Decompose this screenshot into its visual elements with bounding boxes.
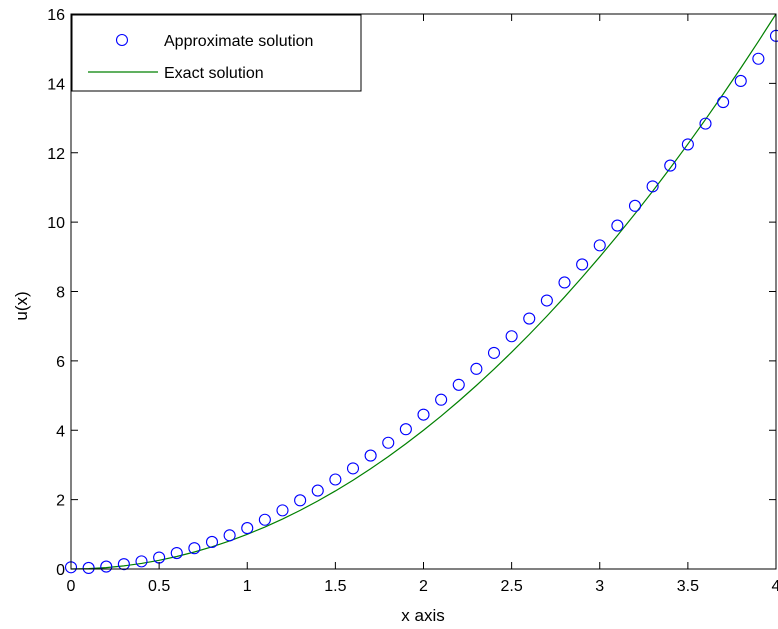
axes-layer: 0 0.5 1 1.5 2 2.5 3 3.5 4 0 2 4 6 8 10 12 14 16 bbox=[47, 7, 778, 595]
y-tick-label: 2 bbox=[56, 493, 65, 510]
data-point-approximate-solution bbox=[276, 504, 289, 517]
y-axis-label: u(x) bbox=[12, 291, 31, 320]
data-point-approximate-solution bbox=[364, 449, 377, 462]
data-point-approximate-solution bbox=[505, 330, 518, 343]
data-point-approximate-solution bbox=[487, 346, 501, 359]
legend-label: Exact solution bbox=[164, 65, 264, 82]
series-line-exact-solution bbox=[70, 13, 777, 570]
data-point-approximate-solution bbox=[664, 159, 677, 172]
data-point-approximate-solution bbox=[452, 378, 465, 391]
data-point-approximate-solution bbox=[346, 462, 360, 475]
legend-label: Approximate solution bbox=[164, 33, 313, 50]
y-tick-label: 12 bbox=[47, 146, 65, 163]
y-tick-label: 8 bbox=[56, 285, 65, 302]
data-point-approximate-solution bbox=[734, 74, 747, 87]
x-tick-label: 0 bbox=[67, 578, 76, 595]
x-tick-label: 3 bbox=[595, 578, 604, 595]
x-axis-label: x axis bbox=[401, 606, 444, 625]
data-point-approximate-solution bbox=[329, 473, 342, 486]
data-point-approximate-solution bbox=[628, 199, 642, 212]
data-point-approximate-solution bbox=[170, 546, 183, 560]
y-tick-label: 6 bbox=[56, 354, 65, 371]
data-point-approximate-solution bbox=[382, 436, 395, 449]
legend-box bbox=[71, 14, 362, 92]
data-point-approximate-solution bbox=[681, 138, 694, 151]
data-point-approximate-solution bbox=[100, 560, 113, 573]
data-point-approximate-solution bbox=[311, 484, 324, 497]
y-tick-label: 16 bbox=[47, 7, 65, 24]
plot-area bbox=[71, 14, 776, 569]
y-tick-label: 4 bbox=[56, 423, 65, 440]
data-point-approximate-solution bbox=[593, 239, 606, 252]
data-point-approximate-solution bbox=[646, 180, 659, 193]
data-point-approximate-solution bbox=[258, 513, 271, 526]
data-point-approximate-solution bbox=[470, 362, 483, 375]
x-tick-label: 4 bbox=[772, 578, 778, 595]
data-point-approximate-solution bbox=[117, 558, 130, 571]
data-point-approximate-solution bbox=[435, 393, 448, 406]
y-tick-label: 0 bbox=[56, 562, 65, 579]
data-point-approximate-solution bbox=[558, 276, 571, 289]
data-point-approximate-solution bbox=[611, 219, 624, 232]
data-point-approximate-solution bbox=[752, 52, 765, 65]
legend-marker-approximate-solution bbox=[115, 33, 129, 47]
x-tick-label: 2 bbox=[419, 578, 428, 595]
data-point-approximate-solution bbox=[241, 522, 254, 535]
y-tick-label: 14 bbox=[47, 76, 65, 93]
data-point-approximate-solution bbox=[540, 294, 553, 307]
data-point-approximate-solution bbox=[699, 117, 712, 130]
data-point-approximate-solution bbox=[523, 312, 536, 325]
x-tick-label: 1 bbox=[243, 578, 252, 595]
data-point-approximate-solution bbox=[135, 555, 148, 568]
x-tick-label: 1.5 bbox=[324, 578, 346, 595]
x-tick-label: 2.5 bbox=[501, 578, 523, 595]
data-point-approximate-solution bbox=[223, 529, 236, 542]
data-point-approximate-solution bbox=[717, 96, 730, 109]
x-tick-label: 3.5 bbox=[677, 578, 699, 595]
legend: Approximate solution Exact solution bbox=[71, 14, 362, 92]
data-point-approximate-solution bbox=[399, 423, 412, 436]
y-tick-label: 10 bbox=[47, 215, 65, 232]
data-point-approximate-solution bbox=[576, 258, 589, 271]
data-point-approximate-solution bbox=[188, 542, 201, 555]
series-layer bbox=[64, 13, 778, 575]
data-point-approximate-solution bbox=[294, 494, 307, 507]
x-tick-label: 0.5 bbox=[148, 578, 170, 595]
data-point-approximate-solution bbox=[205, 535, 219, 548]
data-point-approximate-solution bbox=[417, 408, 430, 421]
plot-background bbox=[71, 14, 776, 569]
data-point-approximate-solution bbox=[82, 561, 95, 575]
